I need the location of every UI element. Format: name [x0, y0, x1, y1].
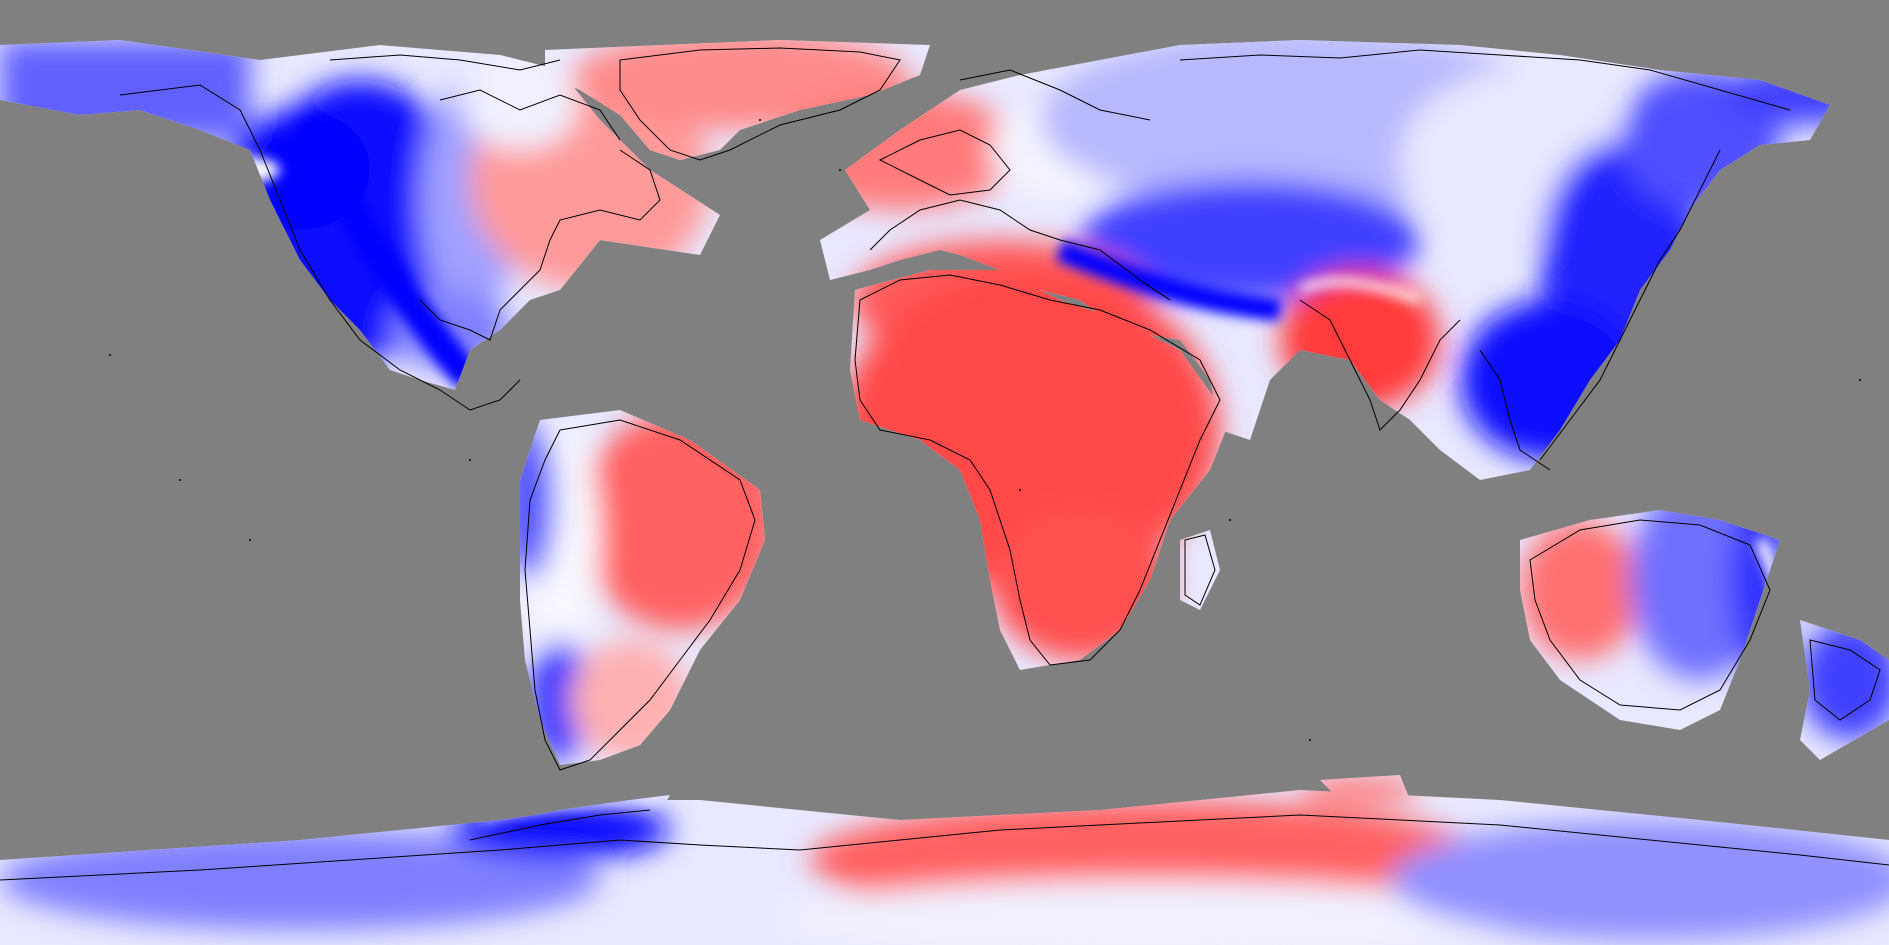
coastlines: [0, 47, 1889, 881]
island-specks: [109, 119, 1861, 741]
